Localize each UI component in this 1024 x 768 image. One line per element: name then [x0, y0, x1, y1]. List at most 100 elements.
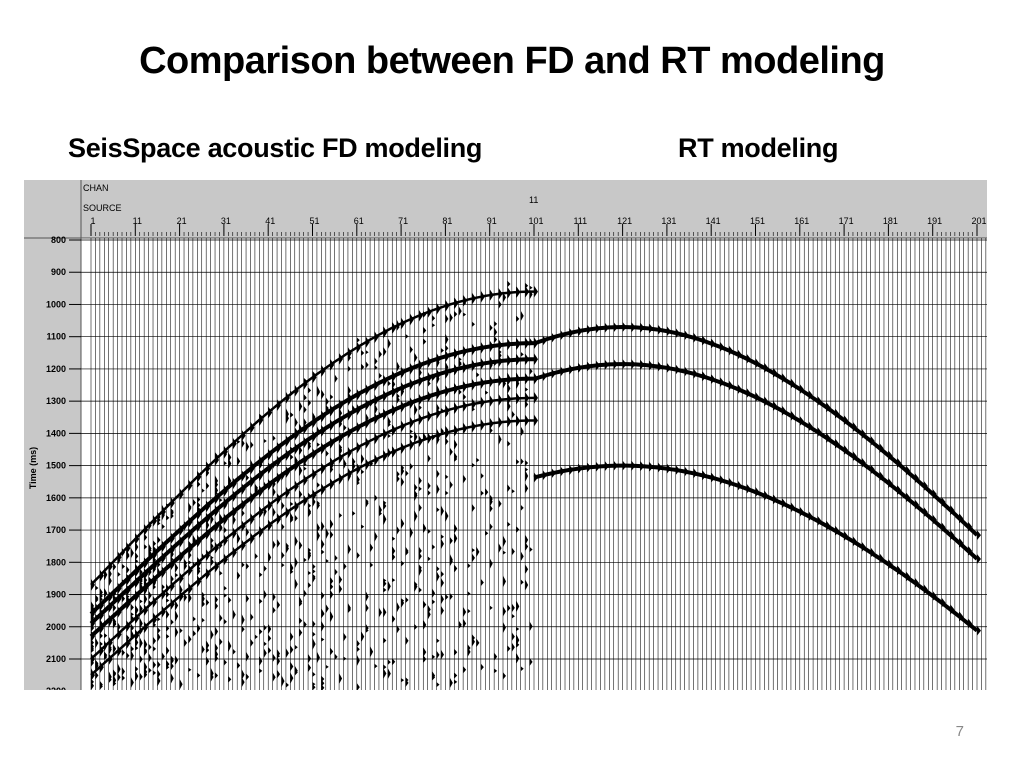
fd-noise-wavelet	[502, 535, 506, 548]
fd-noise-wavelet	[423, 523, 427, 534]
fd-noise-wavelet	[228, 596, 232, 604]
fd-noise-wavelet	[219, 570, 223, 576]
fd-noise-wavelet	[215, 672, 219, 679]
fd-noise-wavelet	[339, 574, 343, 585]
fd-wavelet	[383, 449, 388, 462]
fd-noise-wavelet	[241, 625, 245, 633]
fd-noise-wavelet	[99, 632, 103, 639]
fd-noise-wavelet	[339, 584, 343, 594]
reflection-events	[89, 280, 981, 690]
fd-noise-wavelet	[294, 669, 298, 676]
fd-noise-wavelet	[108, 676, 112, 684]
rt-wavelet	[711, 472, 716, 483]
fd-noise-wavelet	[365, 498, 369, 508]
fd-wavelet	[179, 550, 184, 563]
fd-noise-wavelet	[122, 548, 126, 557]
rt-wavelet	[587, 324, 592, 335]
fd-wavelet	[471, 292, 476, 305]
rt-wavelet	[799, 384, 804, 395]
fd-noise-wavelet	[139, 655, 143, 664]
fd-noise-wavelet	[427, 489, 431, 496]
fd-noise-wavelet	[436, 403, 440, 413]
fd-noise-wavelet	[153, 646, 157, 652]
fd-noise-wavelet	[91, 612, 94, 623]
fd-wavelet	[294, 480, 299, 493]
fd-noise-wavelet	[396, 526, 400, 535]
rt-wavelet	[604, 359, 609, 370]
fd-noise-wavelet	[502, 606, 506, 617]
fd-noise-wavelet	[113, 680, 117, 687]
fd-noise-wavelet	[330, 610, 334, 623]
fd-noise-wavelet	[294, 535, 298, 547]
fd-noise-wavelet	[418, 404, 422, 411]
rt-wavelet	[826, 520, 831, 531]
fd-noise-wavelet	[219, 524, 223, 533]
fd-noise-wavelet	[157, 632, 161, 642]
fd-wavelet	[516, 392, 521, 405]
fd-noise-wavelet	[392, 578, 396, 583]
fd-noise-wavelet	[135, 666, 139, 672]
fd-wavelet	[170, 497, 175, 510]
fd-noise-wavelet	[321, 620, 325, 632]
time-axis-label: Time (ms)	[28, 447, 38, 489]
channel-tick-label: 151	[750, 216, 765, 226]
fd-noise-wavelet	[418, 367, 422, 378]
fd-noise-wavelet	[135, 604, 139, 617]
rt-wavelet	[835, 408, 840, 419]
fd-noise-wavelet	[215, 456, 219, 464]
time-tick-label: 2100	[46, 654, 66, 664]
fd-noise-wavelet	[308, 549, 312, 558]
fd-noise-wavelet	[529, 285, 533, 290]
fd-noise-wavelet	[365, 628, 369, 633]
time-tick-label: 1000	[46, 299, 66, 309]
fd-noise-wavelet	[272, 486, 276, 498]
fd-noise-wavelet	[303, 557, 307, 563]
fd-wavelet	[285, 391, 290, 404]
fd-noise-wavelet	[401, 465, 405, 477]
fd-noise-wavelet	[445, 314, 449, 324]
fd-wavelet	[534, 285, 538, 298]
slide-number: 7	[955, 723, 964, 740]
fd-noise-wavelet	[232, 648, 236, 655]
fd-noise-wavelet	[463, 666, 467, 674]
fd-noise-wavelet	[396, 386, 400, 394]
fd-noise-wavelet	[223, 585, 227, 591]
fd-noise-wavelet	[285, 408, 289, 420]
fd-noise-wavelet	[471, 406, 475, 412]
fd-wavelet	[241, 499, 246, 512]
fd-wavelet	[534, 353, 538, 366]
fd-wavelet	[108, 653, 113, 666]
fd-wavelet	[427, 390, 432, 403]
fd-noise-wavelet	[223, 450, 227, 459]
fd-wavelet	[321, 410, 326, 423]
fd-noise-wavelet	[175, 655, 179, 665]
fd-noise-wavelet	[449, 592, 453, 601]
fd-wavelet	[480, 396, 485, 409]
fd-noise-wavelet	[139, 581, 143, 592]
fd-wavelet	[170, 598, 175, 611]
header-panel	[24, 180, 987, 238]
fd-noise-wavelet	[219, 513, 223, 523]
fd-wavelet	[454, 402, 459, 415]
fd-noise-wavelet	[516, 634, 520, 646]
fd-noise-wavelet	[471, 636, 475, 647]
fd-noise-wavelet	[210, 672, 214, 683]
fd-noise-wavelet	[170, 508, 174, 518]
fd-noise-wavelet	[290, 512, 294, 524]
fd-noise-wavelet	[414, 483, 418, 492]
fd-noise-wavelet	[507, 521, 511, 527]
fd-noise-wavelet	[511, 642, 515, 652]
fd-noise-wavelet	[383, 347, 387, 357]
fd-noise-wavelet	[440, 427, 444, 435]
fd-noise-wavelet	[206, 482, 210, 490]
fd-noise-wavelet	[113, 669, 117, 679]
fd-noise-wavelet	[254, 483, 258, 495]
fd-noise-wavelet	[139, 672, 143, 681]
fd-noise-wavelet	[480, 422, 484, 429]
fd-noise-wavelet	[432, 544, 436, 550]
fd-noise-wavelet	[325, 403, 329, 416]
fd-noise-wavelet	[148, 552, 152, 561]
fd-wavelet	[312, 448, 317, 461]
fd-noise-wavelet	[476, 638, 480, 648]
fd-wavelet	[232, 490, 237, 503]
